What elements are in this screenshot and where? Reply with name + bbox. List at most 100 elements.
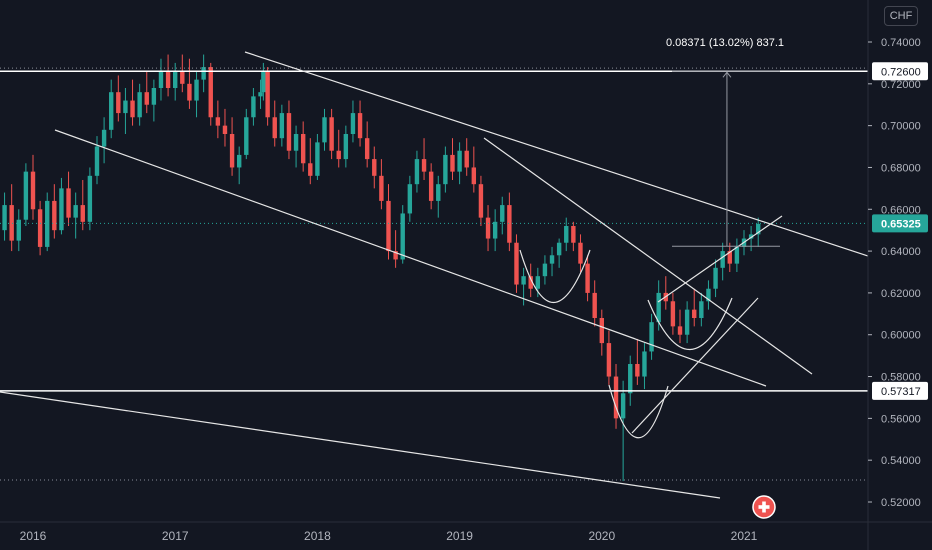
candle-body xyxy=(130,100,135,118)
candle-body xyxy=(428,171,434,201)
candle-body xyxy=(272,117,277,139)
candle xyxy=(592,280,597,327)
candle-body xyxy=(286,113,292,151)
candle xyxy=(564,217,569,252)
candle xyxy=(464,138,469,176)
candle xyxy=(37,200,43,256)
candle-body xyxy=(261,71,266,93)
candle xyxy=(635,338,640,385)
candle xyxy=(350,100,356,143)
y-tick-label: 0.72000 xyxy=(881,79,921,91)
candle-body xyxy=(556,242,562,256)
candle xyxy=(180,54,185,93)
candle xyxy=(720,242,725,281)
candle-body xyxy=(436,184,441,201)
candle-body xyxy=(713,267,718,289)
candle xyxy=(734,238,740,272)
candle xyxy=(279,104,285,147)
candle-body xyxy=(756,223,761,235)
candle-body xyxy=(500,205,505,222)
candle xyxy=(73,192,78,239)
candle-body xyxy=(279,113,285,139)
candle-body xyxy=(229,134,235,168)
candle xyxy=(272,100,277,147)
candle xyxy=(706,280,711,310)
candle-body xyxy=(151,88,157,105)
y-tick-label: 0.54000 xyxy=(881,455,921,467)
candle xyxy=(528,263,533,298)
candle xyxy=(642,343,647,390)
measure-arrowhead xyxy=(722,71,732,78)
candle xyxy=(236,146,242,185)
candle-body xyxy=(201,67,206,80)
candle-body xyxy=(507,205,512,243)
y-tick-label: 0.70000 xyxy=(881,121,921,133)
candle-body xyxy=(80,205,85,222)
candle xyxy=(293,125,299,168)
candle xyxy=(748,226,754,252)
candle-body xyxy=(116,92,121,114)
ascending-trendline xyxy=(631,297,759,434)
level-price-box xyxy=(872,381,928,400)
candle-body xyxy=(180,71,185,84)
current-price-label: 0.65325 xyxy=(881,218,921,230)
y-tick-label: 0.58000 xyxy=(881,372,921,384)
candle xyxy=(229,117,235,176)
y-tick-label: 0.64000 xyxy=(881,246,921,258)
candle-body xyxy=(748,234,754,239)
candle xyxy=(492,209,498,252)
x-tick-label: 2021 xyxy=(731,529,758,543)
candle-body xyxy=(571,226,576,243)
candle xyxy=(336,129,341,168)
candle xyxy=(201,54,206,93)
candle xyxy=(194,71,199,118)
candle-body xyxy=(300,134,306,164)
y-tick-label: 0.62000 xyxy=(881,288,921,300)
candle xyxy=(144,71,149,114)
candle xyxy=(407,175,413,222)
candle xyxy=(692,288,697,327)
candle xyxy=(66,171,71,226)
candle-body xyxy=(564,226,569,243)
y-tick-label: 0.68000 xyxy=(881,162,921,174)
candle xyxy=(265,67,270,126)
drawings-layer xyxy=(0,51,927,499)
candle-body xyxy=(549,255,555,264)
candle-body xyxy=(443,154,448,185)
candle-body xyxy=(649,322,654,352)
currency-button[interactable]: CHF xyxy=(884,6,918,26)
time-axis-panel xyxy=(0,522,932,550)
rounded-bottom-arc-2 xyxy=(608,384,669,439)
candle xyxy=(699,292,704,327)
candle-body xyxy=(720,251,725,268)
candle-body xyxy=(265,71,270,118)
candle xyxy=(542,255,548,285)
candle xyxy=(485,205,491,252)
candle-body xyxy=(628,364,633,394)
candle xyxy=(585,255,590,302)
candle-body xyxy=(528,276,533,289)
candle xyxy=(599,309,604,356)
swiss-flag-icon[interactable] xyxy=(752,495,776,519)
candle xyxy=(713,259,718,298)
candle-body xyxy=(158,71,164,88)
candle xyxy=(137,83,142,126)
price-range-measure xyxy=(672,70,780,247)
candle xyxy=(315,134,320,180)
x-tick-label: 2016 xyxy=(20,529,47,543)
candle-body xyxy=(52,200,57,231)
candle xyxy=(123,88,128,134)
candle-body xyxy=(692,309,697,318)
candle xyxy=(23,163,29,226)
candle xyxy=(628,355,633,406)
rounded-bottom-arc-3 xyxy=(647,297,733,351)
candle-body xyxy=(578,242,583,264)
y-tick-label: 0.52000 xyxy=(881,497,921,509)
y-tick-label: 0.56000 xyxy=(881,413,921,425)
candles-layer xyxy=(2,54,761,482)
candle-body xyxy=(613,376,619,419)
candle-body xyxy=(400,213,405,260)
candle xyxy=(507,192,512,252)
